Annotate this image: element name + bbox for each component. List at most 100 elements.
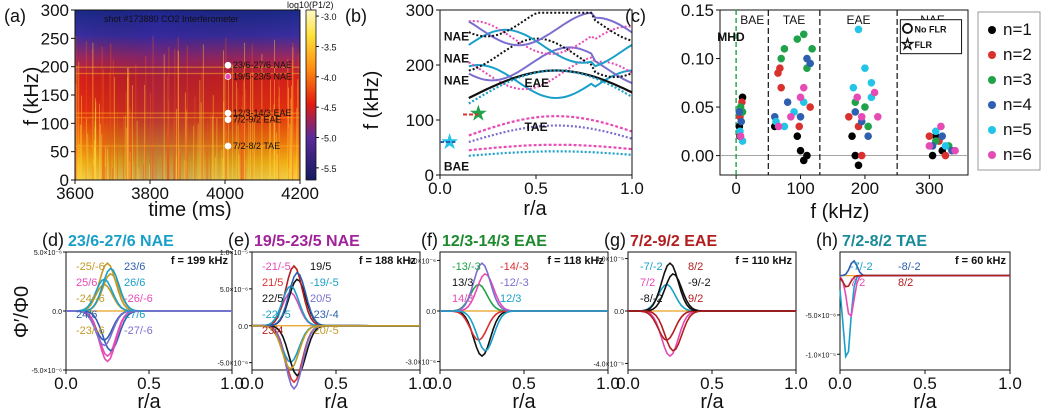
y-axis-title: Φ′/Φ0 bbox=[11, 286, 33, 338]
mode-label: 13/3 bbox=[452, 277, 473, 289]
scatter-point-n=2 bbox=[857, 151, 866, 160]
annotation-marker bbox=[224, 73, 232, 80]
x-tick-label: 1.0 bbox=[408, 374, 432, 393]
panel-letter: (d) bbox=[42, 230, 64, 250]
continuum-branch bbox=[468, 11, 633, 42]
y-tick-label: -5.0×10⁻⁶ bbox=[217, 361, 248, 368]
mode-title: 7/2-8/2 TAE bbox=[842, 233, 927, 250]
gap-label-tae: TAE bbox=[524, 120, 547, 134]
x-axis-title: r/a bbox=[700, 391, 724, 413]
eigenfunction-curve bbox=[839, 274, 1010, 288]
y-tick-label: 0.0 bbox=[426, 309, 436, 316]
scatter-point-n=4 bbox=[851, 108, 860, 116]
colorbar-tick-label: -4.0 bbox=[321, 73, 337, 83]
y-tick-label: 100 bbox=[41, 114, 69, 133]
scatter-point-n=1 bbox=[796, 146, 805, 155]
legend-label: n=1 bbox=[1003, 20, 1032, 39]
panel-letter: (g) bbox=[604, 230, 626, 250]
gap-label-nae: NAE bbox=[444, 29, 469, 43]
mode-label: 12/3 bbox=[500, 293, 521, 305]
colorbar-title: log10(P1/2) bbox=[287, 0, 334, 10]
y-axis-title: f (kHz) bbox=[21, 67, 43, 126]
scatter-point-n=5 bbox=[941, 142, 950, 150]
x-tick-label: 0.0 bbox=[428, 374, 452, 393]
mode-title: 12/3-14/3 EAE bbox=[442, 233, 547, 250]
frequency-label: f = 188 kHz bbox=[359, 255, 417, 267]
scatter-point-n=4 bbox=[806, 59, 814, 68]
marker-legend-label: FLR bbox=[915, 40, 933, 50]
spectrogram-title: shot #173880 CO2 Interferometer bbox=[104, 14, 239, 24]
x-tick-label: 300 bbox=[915, 179, 943, 198]
y-tick-label: 1.0×10⁻⁵ bbox=[220, 250, 248, 257]
scatter-point-n=3 bbox=[780, 45, 789, 53]
mode-annotation: 12/3-14/3 EAE bbox=[233, 108, 292, 118]
mode-annotation: 7/2-8/2 TAE bbox=[233, 141, 280, 151]
mode-label: 8/2 bbox=[688, 261, 703, 273]
legend-label: n=5 bbox=[1003, 120, 1032, 139]
y-tick-label: 0 bbox=[60, 171, 69, 190]
scatter-point-n=6 bbox=[870, 88, 879, 97]
gap-label-nae: NAE bbox=[444, 51, 469, 65]
x-axis-title: r/a bbox=[137, 391, 161, 413]
scatter-point-n=2 bbox=[845, 112, 853, 121]
scatter-point-n=5 bbox=[867, 78, 876, 87]
mode-label: 8/2 bbox=[898, 277, 913, 289]
x-axis-title: f (kHz) bbox=[811, 201, 870, 223]
scatter-point-n=3 bbox=[808, 45, 816, 53]
marker-legend-label: No FLR bbox=[915, 24, 947, 34]
y-tick-label: 5.0×10⁻⁶ bbox=[34, 250, 62, 257]
eigenfunction-curve bbox=[440, 310, 608, 352]
scatter-point-n=6 bbox=[937, 122, 945, 131]
mode-label: 19/5 bbox=[310, 261, 331, 273]
scatter-point-n=6 bbox=[796, 93, 805, 102]
scatter-point-n=2 bbox=[806, 103, 814, 111]
legend-swatch bbox=[988, 101, 996, 109]
x-tick-label: 0.0 bbox=[616, 374, 640, 393]
scatter-point-n=5 bbox=[861, 64, 869, 73]
x-tick-label: 3600 bbox=[56, 184, 94, 203]
gap-branch bbox=[468, 150, 633, 157]
y-tick-label: 0.00 bbox=[681, 147, 714, 166]
colorbar-tick-label: -3.0 bbox=[321, 12, 337, 22]
y-tick-label: 300 bbox=[406, 1, 434, 20]
panel-letter: (f) bbox=[421, 230, 438, 250]
mode-label: -7/-2 bbox=[850, 261, 873, 273]
mode-annotation: 7/2-9/2 EAE bbox=[233, 115, 282, 125]
x-tick-label: 0.5 bbox=[137, 374, 161, 393]
no-flr-marker bbox=[902, 23, 913, 34]
mode-label: 22/5 bbox=[262, 293, 283, 305]
mode-annotation: 23/6-27/6 NAE bbox=[233, 60, 292, 70]
y-tick-label: -3.0×10⁻⁶ bbox=[405, 360, 436, 367]
mode-label: 20/5 bbox=[310, 293, 331, 305]
mode-label: 23/4 bbox=[262, 325, 283, 337]
x-tick-label: 1.0 bbox=[620, 179, 644, 198]
mode-label: -23/-4 bbox=[310, 309, 339, 321]
scatter-point-n=3 bbox=[777, 54, 785, 63]
annotation-marker bbox=[224, 142, 232, 150]
x-tick-label: 0 bbox=[731, 179, 740, 198]
legend-swatch bbox=[988, 76, 996, 84]
frequency-label: f = 60 kHz bbox=[955, 255, 1007, 267]
y-tick-label: 0 bbox=[425, 166, 434, 185]
annotation-marker bbox=[224, 116, 232, 124]
legend-label: n=3 bbox=[1003, 70, 1032, 89]
x-tick-label: 0.0 bbox=[54, 374, 78, 393]
scatter-point-n=6 bbox=[774, 122, 783, 131]
continuum-branch bbox=[468, 37, 633, 79]
scatter-point-n=4 bbox=[796, 112, 805, 121]
scatter-point-n=1 bbox=[803, 151, 811, 160]
y-tick-label: 0.0 bbox=[52, 309, 62, 316]
panel-f: -13/-3 13/3 14/3 -14/-3 -12/-3 12/3 (f) 12/3-14… bbox=[405, 230, 619, 413]
scatter-point-n=1 bbox=[928, 151, 937, 160]
mode-title: 7/2-9/2 EAE bbox=[630, 233, 717, 250]
scatter-point-n=2 bbox=[925, 132, 934, 140]
mode-label: -25/-6 bbox=[76, 261, 105, 273]
y-tick-label: 0.05 bbox=[681, 98, 714, 117]
mode-label: -7/-2 bbox=[640, 261, 663, 273]
y-axis-title: f (kHz) bbox=[361, 71, 383, 130]
y-tick-label: 200 bbox=[41, 58, 69, 77]
scatter-point-n=2 bbox=[777, 83, 785, 92]
gap-branch bbox=[468, 124, 633, 144]
